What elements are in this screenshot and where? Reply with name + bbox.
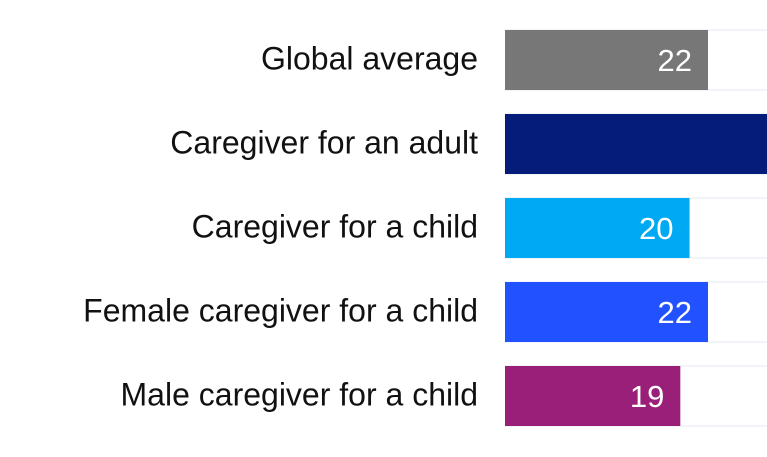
- value-label: 20: [639, 211, 673, 246]
- value-label: 22: [658, 295, 692, 330]
- bar: [505, 198, 690, 258]
- category-label: Caregiver for a child: [192, 208, 478, 244]
- category-label: Male caregiver for a child: [121, 376, 478, 412]
- category-label: Global average: [261, 40, 478, 76]
- bar: [505, 282, 708, 342]
- value-label: 19: [630, 379, 664, 414]
- value-label: 22: [658, 43, 692, 78]
- bar: [505, 30, 708, 90]
- bar: [505, 114, 767, 174]
- category-label: Female caregiver for a child: [83, 292, 478, 328]
- category-label: Caregiver for an adult: [170, 124, 478, 160]
- bar: [505, 366, 681, 426]
